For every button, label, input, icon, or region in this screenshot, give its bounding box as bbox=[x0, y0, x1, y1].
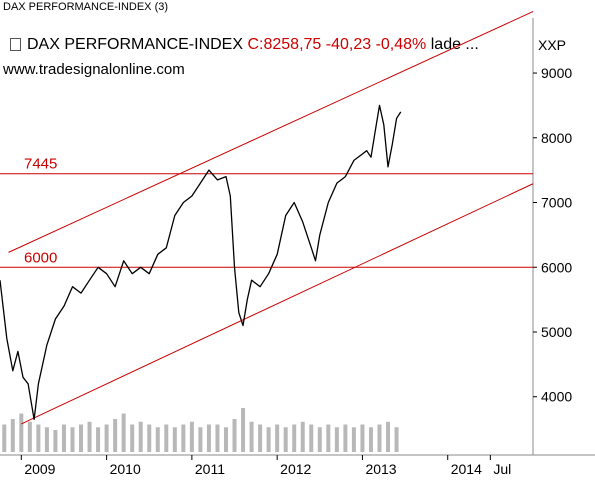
volume-bar bbox=[377, 424, 382, 452]
volume-bar bbox=[113, 419, 118, 452]
volume-bar bbox=[351, 427, 356, 452]
series-toggle-checkbox[interactable] bbox=[10, 38, 21, 51]
volume-bar bbox=[61, 424, 66, 452]
y-tick-label: 9000 bbox=[541, 65, 572, 81]
x-tick-label: 2014 bbox=[451, 461, 482, 477]
x-tick-label: 2009 bbox=[24, 461, 55, 477]
volume-bar bbox=[249, 421, 254, 452]
volume-bar bbox=[44, 427, 49, 452]
y-tick-label: 6000 bbox=[541, 259, 572, 275]
trend-line-upper bbox=[8, 11, 534, 253]
trend-line-lower bbox=[21, 183, 534, 425]
volume-bar bbox=[292, 424, 297, 452]
volume-bar bbox=[326, 424, 331, 452]
volume-bar bbox=[138, 421, 143, 452]
instrument-name: DAX PERFORMANCE-INDEX bbox=[27, 36, 244, 53]
volume-bar bbox=[343, 424, 348, 452]
volume-bar bbox=[164, 424, 169, 452]
volume-bar bbox=[275, 424, 280, 452]
level-label-7445: 7445 bbox=[24, 156, 57, 173]
symbol-label: XXP bbox=[538, 37, 567, 53]
x-tick-label: 2013 bbox=[365, 461, 396, 477]
volume-bar bbox=[36, 424, 41, 452]
x-tick-label: 2011 bbox=[195, 461, 225, 477]
volume-bar bbox=[10, 419, 15, 452]
volume-bar bbox=[258, 424, 263, 452]
y-tick-label: 7000 bbox=[541, 195, 572, 211]
price-series-line bbox=[0, 104, 402, 421]
volume-bar bbox=[53, 430, 58, 452]
volume-bar bbox=[241, 408, 246, 452]
level-label-6000: 6000 bbox=[24, 249, 57, 266]
volume-bar bbox=[300, 421, 305, 452]
volume-bar bbox=[2, 424, 7, 452]
volume-bar bbox=[360, 424, 365, 452]
volume-bar bbox=[27, 421, 32, 452]
source-url: www.tradesignalonline.com bbox=[3, 61, 185, 78]
volume-bar bbox=[283, 427, 288, 452]
volume-bar bbox=[232, 419, 237, 452]
volume-bar bbox=[334, 427, 339, 452]
volume-bar bbox=[386, 421, 391, 452]
volume-bar bbox=[147, 424, 152, 452]
volume-bar bbox=[155, 427, 160, 452]
volume-bar bbox=[79, 424, 84, 452]
volume-bar bbox=[104, 424, 109, 452]
loading-status: lade ... bbox=[430, 36, 479, 53]
chart-header: DAX PERFORMANCE-INDEX C:8258,75 -40,23 -… bbox=[27, 36, 479, 54]
volume-bar bbox=[223, 427, 228, 452]
volume-bar bbox=[121, 413, 126, 452]
volume-bar bbox=[189, 421, 194, 452]
y-tick-label: 8000 bbox=[541, 130, 572, 146]
volume-bar bbox=[130, 424, 135, 452]
window-title: DAX PERFORMANCE-INDEX (3) bbox=[3, 1, 169, 13]
quote-text: C:8258,75 -40,23 -0,48% bbox=[247, 36, 427, 53]
volume-bar bbox=[181, 424, 186, 452]
volume-bar bbox=[96, 427, 101, 452]
volume-bar bbox=[394, 427, 399, 452]
x-tick-label: 2010 bbox=[110, 461, 141, 477]
volume-bar bbox=[266, 427, 271, 452]
volume-bar bbox=[206, 424, 211, 452]
x-tick-label: 2012 bbox=[280, 461, 311, 477]
volume-bar bbox=[215, 424, 220, 452]
y-tick-label: 5000 bbox=[541, 324, 572, 340]
volume-bar bbox=[172, 427, 177, 452]
volume-bar bbox=[19, 413, 24, 452]
volume-bar bbox=[317, 427, 322, 452]
y-tick-label: 4000 bbox=[541, 389, 572, 405]
volume-bar bbox=[368, 427, 373, 452]
x-tick-label: Jul bbox=[493, 461, 511, 477]
volume-bar bbox=[198, 427, 203, 452]
volume-bar bbox=[309, 424, 314, 452]
volume-bar bbox=[70, 427, 75, 452]
volume-bar bbox=[87, 421, 92, 452]
